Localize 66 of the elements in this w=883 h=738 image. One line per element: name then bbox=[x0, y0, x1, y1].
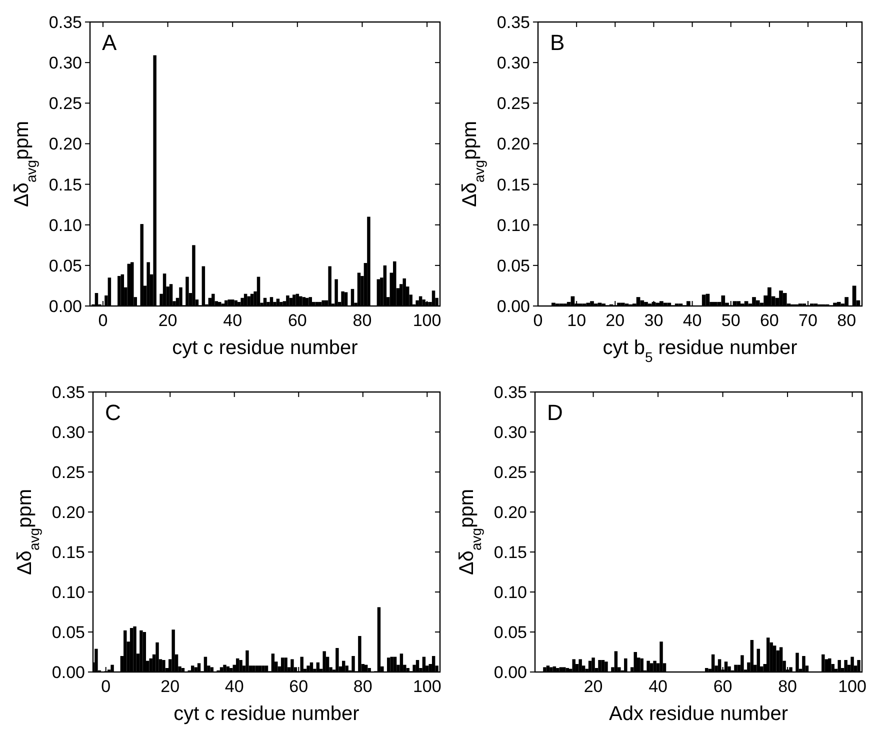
y-tick-label: 0.10 bbox=[48, 216, 82, 235]
x-axis-title: cyt c residue number bbox=[174, 703, 360, 725]
annotation: A bbox=[102, 30, 117, 55]
annotation: B bbox=[550, 30, 565, 55]
x-tick-label: 0 bbox=[533, 311, 543, 330]
y-tick-label: 0.15 bbox=[48, 175, 82, 194]
y-tick-label: 0.10 bbox=[52, 583, 85, 602]
y-tick-label: 0.10 bbox=[494, 583, 527, 602]
x-tick-label: 80 bbox=[837, 311, 856, 330]
x-tick-label: 60 bbox=[289, 677, 308, 696]
y-tick-label: 0.25 bbox=[52, 463, 85, 482]
y-tick-label: 0.05 bbox=[494, 623, 527, 642]
x-tick-label: 40 bbox=[223, 311, 242, 330]
y-tick-label: 0.00 bbox=[52, 663, 85, 682]
y-tick-label: 0.05 bbox=[48, 256, 82, 276]
x-tick-label: 20 bbox=[158, 311, 178, 330]
y-tick-label: 0.25 bbox=[496, 94, 530, 114]
y-tick-label: 0.25 bbox=[494, 463, 527, 482]
y-tick-label: 0.00 bbox=[494, 663, 527, 682]
y-tick-label: 0.20 bbox=[494, 503, 527, 522]
annotation: D bbox=[547, 400, 563, 425]
x-tick-label: 100 bbox=[412, 677, 442, 696]
x-tick-label: 80 bbox=[353, 677, 372, 696]
x-axis-title: cyt c residue number bbox=[172, 337, 358, 359]
y-tick-label: 0.25 bbox=[48, 94, 82, 114]
x-tick-label: 100 bbox=[838, 677, 866, 696]
y-tick-label: 0.15 bbox=[52, 543, 85, 562]
x-tick-label: 20 bbox=[160, 677, 180, 696]
x-tick-label: 80 bbox=[778, 677, 797, 696]
y-tick-label: 0.30 bbox=[48, 54, 82, 73]
x-tick-label: 80 bbox=[352, 311, 372, 330]
y-tick-label: 0.20 bbox=[52, 503, 85, 522]
y-tick-label: 0.20 bbox=[48, 134, 82, 154]
x-tick-label: 100 bbox=[412, 311, 442, 330]
x-tick-label: 50 bbox=[721, 311, 740, 330]
x-tick-label: 40 bbox=[682, 311, 702, 330]
x-axis-title: cyt b$_{5}$ residue number bbox=[602, 337, 798, 365]
y-tick-label: 0.30 bbox=[52, 423, 85, 442]
y-tick-label: 0.05 bbox=[496, 256, 530, 276]
y-tick-label: 0.35 bbox=[496, 13, 530, 32]
y-tick-label: 0.00 bbox=[496, 297, 530, 316]
x-tick-label: 0 bbox=[101, 677, 111, 696]
x-tick-label: 40 bbox=[224, 677, 244, 696]
x-tick-label: 60 bbox=[760, 311, 779, 330]
y-tick-label: 0.30 bbox=[496, 54, 530, 73]
annotation: C bbox=[105, 400, 121, 425]
y-tick-label: 0.15 bbox=[496, 175, 530, 194]
y-tick-label: 0.35 bbox=[52, 383, 85, 402]
x-tick-label: 20 bbox=[606, 311, 625, 330]
x-tick-label: 60 bbox=[288, 311, 307, 330]
y-tick-label: 0.05 bbox=[52, 623, 85, 642]
x-tick-label: 40 bbox=[648, 677, 668, 696]
y-tick-label: 0.10 bbox=[496, 216, 530, 235]
y-tick-label: 0.15 bbox=[494, 543, 527, 562]
x-tick-label: 60 bbox=[713, 677, 732, 696]
y-tick-label: 0.20 bbox=[496, 134, 530, 154]
x-tick-label: 0 bbox=[98, 311, 108, 330]
x-axis-title: Adx residue number bbox=[609, 703, 788, 725]
x-tick-label: 70 bbox=[798, 311, 818, 330]
x-tick-label: 30 bbox=[644, 311, 664, 330]
y-tick-label: 0.00 bbox=[48, 297, 82, 316]
x-tick-label: 20 bbox=[584, 677, 603, 696]
y-tick-label: 0.35 bbox=[494, 383, 527, 402]
y-tick-label: 0.35 bbox=[48, 13, 82, 32]
x-tick-label: 10 bbox=[567, 311, 586, 330]
y-tick-label: 0.30 bbox=[494, 423, 527, 442]
